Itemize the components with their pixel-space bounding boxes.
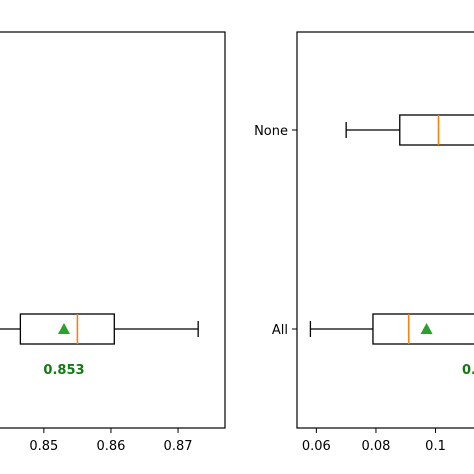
x-tick-label: 0.1 [425,439,446,454]
mean-label: 0.0 [462,363,474,378]
x-tick-label: 0.85 [29,439,58,454]
mean-marker [57,323,70,334]
iqr-box [399,114,474,146]
plot-frame [0,31,226,429]
mean-marker [420,323,433,334]
boxplot-all [309,313,474,345]
y-tick-label: All [272,323,288,338]
chart-panel-2: 0.06 0.08 0.1 None All 0.0 [254,31,474,454]
y-tick-label: None [254,124,288,139]
x-tick-label: 0.86 [96,439,125,454]
boxplot-all [0,313,199,345]
x-tick-label: 0.87 [164,439,193,454]
boxplot-none [345,114,474,146]
x-tick-label: 0.06 [302,439,331,454]
plot-frame [296,31,474,429]
x-tick-label: 0.08 [361,439,390,454]
iqr-box [19,313,115,345]
chart-panel-1: 0.840.850.860.870.853 [0,31,226,454]
mean-label: 0.853 [43,363,84,378]
